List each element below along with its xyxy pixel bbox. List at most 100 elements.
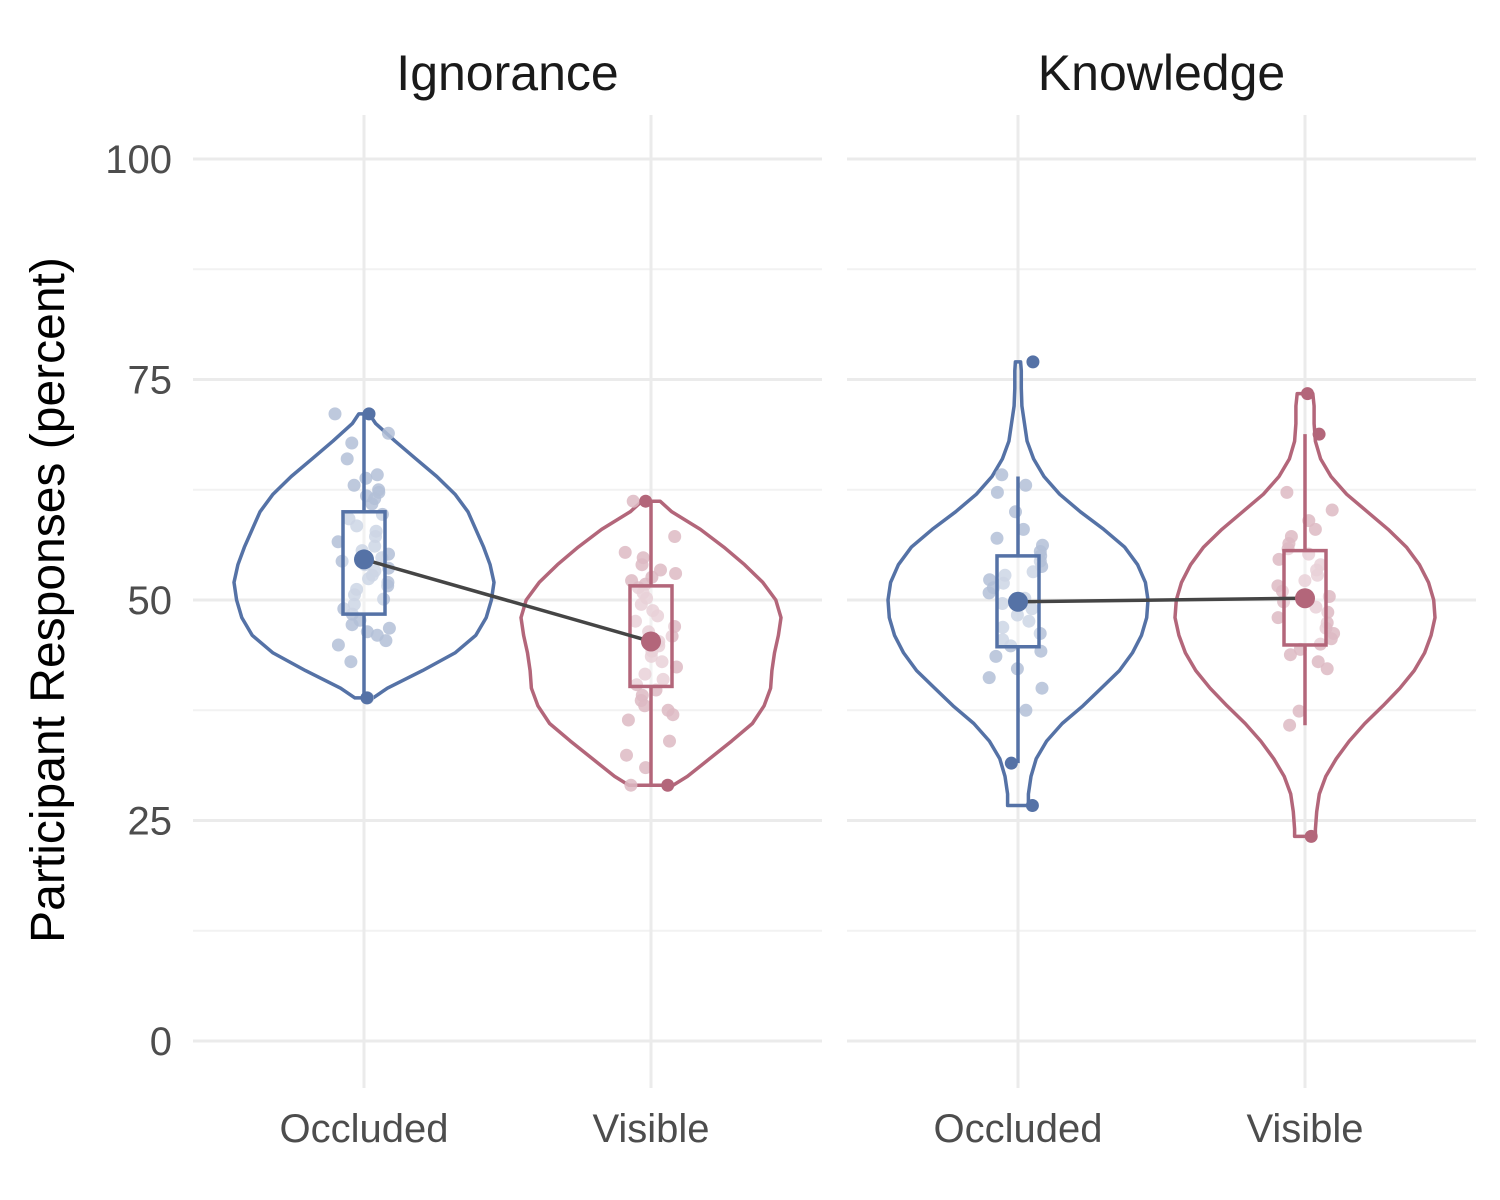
y-tick-label: 50 — [128, 579, 173, 623]
data-point — [995, 597, 1009, 610]
y-tick-label: 75 — [128, 359, 173, 403]
mean-point-occluded — [354, 549, 374, 570]
data-point — [1310, 568, 1324, 582]
data-point — [635, 558, 649, 572]
data-point — [1324, 632, 1338, 646]
data-point — [990, 485, 1004, 499]
data-point — [1292, 704, 1306, 718]
data-point — [344, 655, 358, 669]
data-point — [1283, 718, 1297, 732]
data-point — [621, 713, 635, 727]
violin-occluded — [886, 360, 1150, 808]
data-point — [996, 576, 1010, 590]
data-point — [362, 572, 375, 586]
data-point — [982, 671, 996, 685]
data-point — [982, 586, 996, 600]
data-point — [1016, 522, 1030, 536]
data-point — [381, 426, 395, 440]
data-point — [639, 761, 653, 775]
panel-title-1: Knowledge — [1038, 45, 1285, 101]
data-point — [654, 563, 667, 577]
data-point — [624, 778, 638, 792]
data-point — [989, 649, 1003, 663]
y-tick-label: 100 — [105, 138, 172, 182]
data-point — [1320, 662, 1334, 676]
outlier-point — [1301, 387, 1315, 401]
data-point — [331, 638, 345, 652]
panel-title-0: Ignorance — [396, 45, 618, 101]
data-point — [350, 519, 364, 533]
outlier-point — [360, 691, 374, 705]
data-point — [345, 618, 359, 632]
data-point — [1308, 522, 1322, 536]
data-point — [638, 699, 652, 713]
mean-connector-line — [363, 557, 652, 644]
data-point — [1022, 614, 1036, 628]
data-point — [347, 478, 361, 492]
x-tick-label: Visible — [592, 1107, 709, 1151]
outlier-point — [1004, 756, 1018, 770]
data-point — [365, 497, 379, 511]
violin-visible — [519, 499, 783, 787]
data-point — [1271, 611, 1285, 625]
y-tick-label: 0 — [150, 1020, 172, 1064]
data-point — [370, 468, 384, 482]
data-point — [368, 539, 382, 553]
mean-connector-line — [1017, 596, 1306, 604]
data-point — [328, 407, 342, 421]
data-point — [1019, 478, 1033, 492]
data-point — [638, 667, 652, 681]
x-tick-label: Occluded — [280, 1107, 449, 1151]
data-point — [996, 620, 1010, 634]
data-point — [990, 531, 1004, 545]
outlier-point — [661, 778, 675, 792]
data-point — [345, 436, 359, 450]
data-point — [644, 649, 658, 663]
data-point — [656, 672, 670, 686]
data-point — [1325, 503, 1339, 517]
data-point — [1026, 565, 1040, 579]
outlier-point — [1026, 355, 1040, 369]
data-point — [1283, 648, 1297, 662]
data-point — [651, 609, 665, 623]
data-point — [669, 567, 683, 580]
y-tick-label: 25 — [128, 800, 173, 844]
data-point — [1025, 602, 1039, 616]
data-point — [1298, 574, 1312, 588]
data-point — [340, 452, 354, 466]
data-point — [634, 597, 648, 611]
outlier-point — [1304, 829, 1318, 843]
data-point — [347, 597, 361, 611]
y-axis-title: Participant Responses (percent) — [22, 257, 75, 943]
data-point — [655, 655, 669, 669]
outlier-point — [1025, 799, 1039, 813]
x-tick-label: Visible — [1246, 1107, 1363, 1151]
data-point — [620, 748, 633, 762]
data-point — [668, 530, 682, 543]
data-point — [379, 634, 393, 648]
data-point — [1035, 681, 1049, 695]
outlier-point — [1312, 427, 1326, 441]
data-point — [1280, 485, 1294, 499]
mean-point-occluded — [1008, 591, 1028, 612]
mean-point-visible — [641, 631, 661, 652]
data-point — [663, 734, 676, 748]
data-point — [1019, 703, 1033, 717]
mean-point-visible — [1295, 588, 1315, 609]
data-point — [1311, 655, 1325, 669]
data-point — [348, 588, 361, 602]
data-point — [1010, 608, 1024, 622]
data-point — [369, 530, 382, 543]
text-layer: 0 25 50 75 100 Ignorance Occluded Visible Knowle… — [105, 45, 1363, 1151]
data-point — [629, 614, 642, 628]
data-point — [618, 545, 632, 559]
outlier-point — [362, 407, 376, 421]
data-point — [626, 494, 640, 508]
data-point — [382, 621, 396, 635]
data-point — [1009, 505, 1022, 519]
data-point — [359, 471, 373, 485]
x-tick-label: Occluded — [934, 1107, 1103, 1151]
data-point — [666, 708, 680, 722]
outlier-point — [639, 494, 653, 508]
